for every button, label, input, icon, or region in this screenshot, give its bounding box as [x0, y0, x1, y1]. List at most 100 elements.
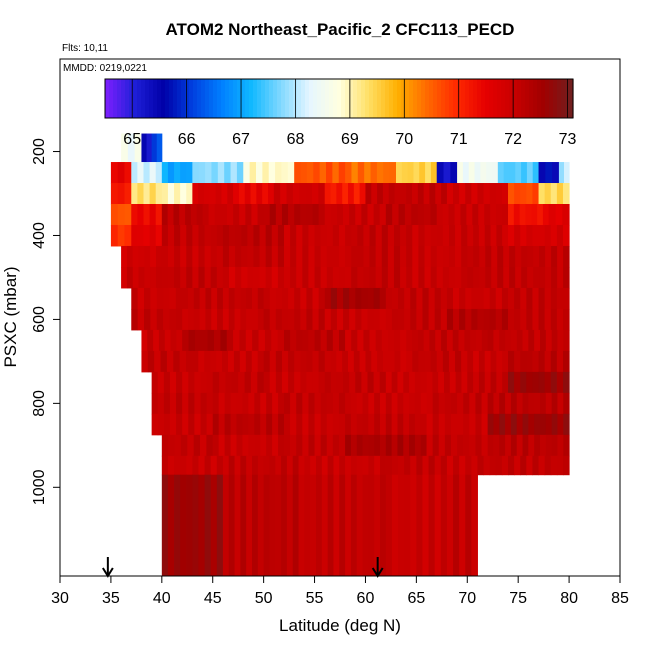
colorbar-step	[337, 79, 342, 118]
colorbar-step	[517, 79, 522, 118]
data-cell	[349, 308, 356, 331]
data-cell	[349, 287, 356, 310]
data-cell	[306, 287, 314, 310]
data-cell	[320, 392, 328, 415]
data-cell	[502, 224, 509, 247]
data-cell	[432, 371, 439, 394]
data-cell	[356, 392, 364, 415]
data-cell	[124, 204, 132, 226]
data-cell	[268, 162, 276, 184]
data-cell	[540, 434, 547, 457]
data-cell	[345, 474, 352, 577]
data-cell	[557, 434, 564, 457]
data-cell	[210, 245, 218, 268]
data-cell	[224, 434, 232, 457]
data-cell	[324, 287, 332, 310]
data-cell	[487, 329, 494, 352]
data-cell	[426, 392, 434, 415]
data-cell	[269, 371, 277, 394]
data-cell	[381, 245, 389, 268]
data-cell	[124, 183, 132, 205]
data-cell	[200, 434, 207, 457]
data-cell	[413, 162, 420, 184]
data-cell	[167, 266, 175, 289]
data-cell	[394, 350, 401, 373]
data-cell	[333, 474, 340, 577]
data-cell	[471, 287, 478, 310]
data-cell	[180, 245, 187, 268]
data-cell	[212, 413, 220, 436]
data-cell	[236, 413, 243, 436]
data-cell	[406, 183, 413, 205]
data-cell	[348, 183, 355, 205]
data-cell	[455, 371, 462, 394]
data-cell	[192, 266, 199, 289]
data-cell	[388, 350, 396, 373]
data-cell	[222, 308, 230, 331]
colorbar: 65 66 67 68 69 70 71 72 73	[104, 78, 577, 148]
data-cell	[306, 308, 314, 331]
data-cell	[467, 245, 474, 268]
colorbar-step	[237, 79, 242, 118]
data-cell	[401, 162, 409, 184]
data-cell	[551, 434, 558, 457]
data-cell	[265, 245, 273, 268]
data-cell	[369, 266, 377, 289]
data-cell	[382, 350, 390, 373]
data-cell	[423, 329, 430, 352]
data-cell	[400, 350, 407, 373]
data-cell	[174, 162, 181, 184]
data-cell	[491, 266, 498, 289]
data-cell	[356, 455, 364, 476]
colorbar-step	[345, 79, 350, 118]
colorbar-step	[401, 79, 406, 118]
data-cell	[490, 204, 497, 226]
data-cell	[262, 162, 270, 184]
data-cell	[338, 266, 346, 289]
data-cell	[208, 204, 216, 226]
data-cell	[132, 266, 140, 289]
data-cell	[204, 474, 212, 577]
data-cell	[330, 308, 338, 331]
data-cell	[247, 224, 254, 247]
data-cell	[330, 287, 338, 310]
data-cell	[218, 413, 226, 436]
data-cell	[163, 308, 170, 331]
colorbar-step	[225, 79, 230, 118]
data-cell	[387, 329, 395, 352]
data-cell	[450, 392, 458, 415]
data-cell	[222, 266, 230, 289]
data-cell	[308, 266, 316, 289]
data-cell	[216, 224, 224, 247]
data-cell	[242, 434, 249, 457]
data-cell	[222, 474, 230, 577]
data-cell	[127, 133, 136, 164]
data-cell	[215, 183, 222, 205]
arrow-marker	[371, 557, 384, 578]
data-cell	[514, 224, 521, 247]
data-cell	[324, 350, 332, 373]
data-cell	[281, 455, 288, 476]
data-cell	[461, 371, 468, 394]
data-cell	[532, 287, 540, 310]
data-cell	[216, 266, 224, 289]
data-cell	[157, 392, 165, 415]
data-cell	[376, 162, 384, 184]
data-cell	[397, 392, 404, 415]
data-cell	[367, 308, 375, 331]
data-cell	[473, 266, 480, 289]
data-cell	[557, 413, 564, 436]
data-cell	[277, 329, 285, 352]
data-cell	[284, 329, 291, 352]
data-cell	[365, 183, 372, 205]
data-cell	[345, 162, 352, 184]
data-cell	[169, 413, 177, 436]
data-cell	[357, 329, 364, 352]
data-cell	[248, 434, 255, 457]
data-cell	[160, 350, 168, 373]
data-cell	[281, 474, 288, 577]
data-cell	[481, 434, 489, 457]
data-cell	[496, 350, 503, 373]
data-cell	[510, 434, 518, 457]
data-cell	[196, 204, 204, 226]
